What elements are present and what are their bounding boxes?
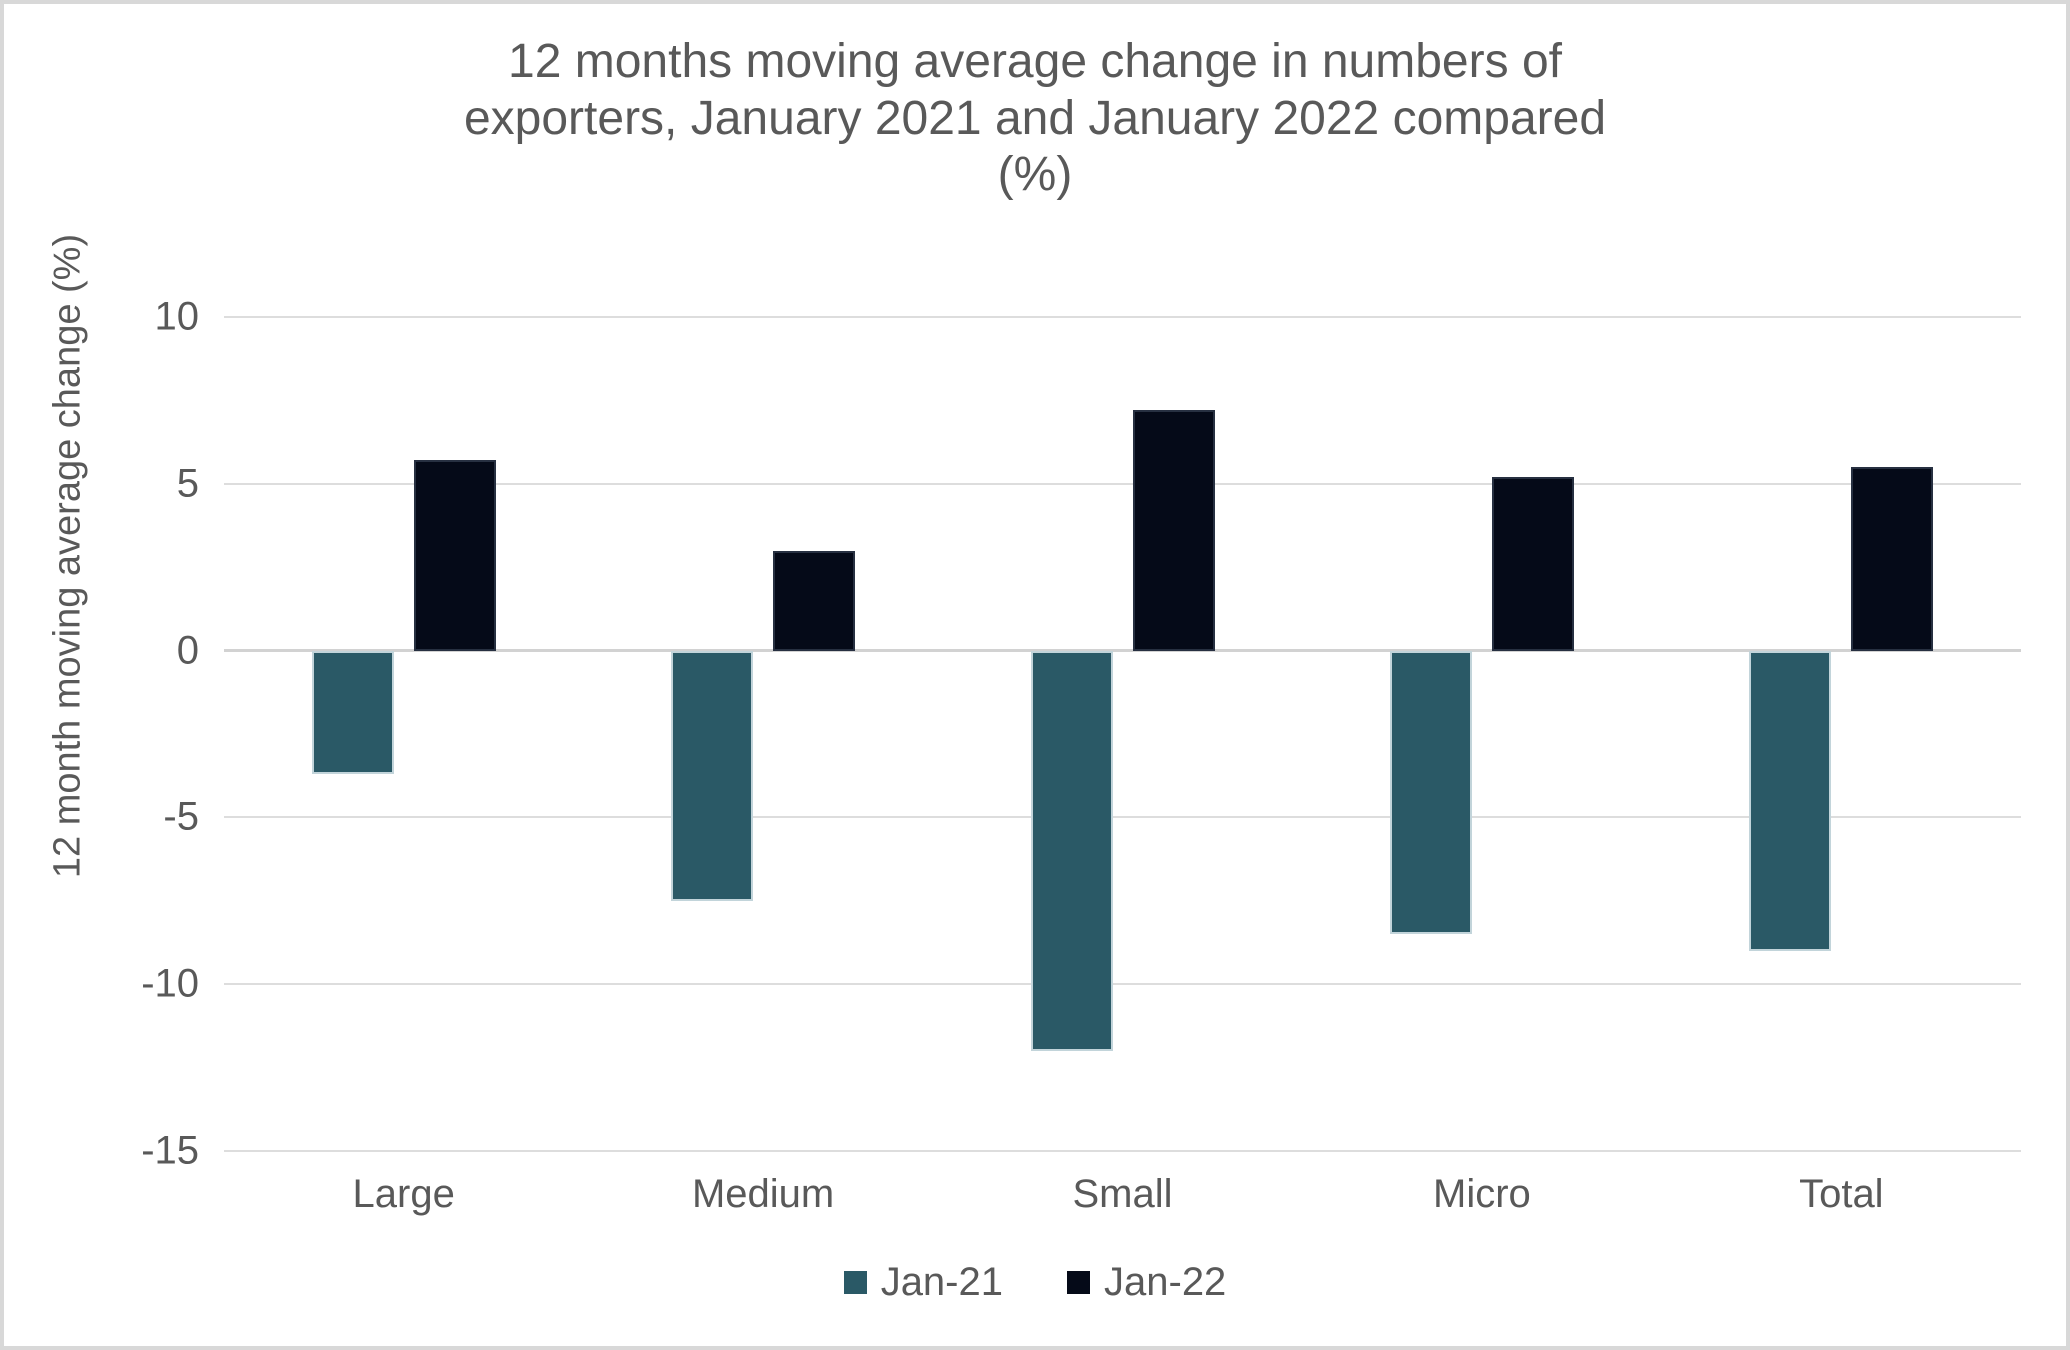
bar-jan-21-micro	[1389, 650, 1472, 935]
bar-jan-21-total	[1749, 650, 1832, 951]
chart-title-line-1: 12 months moving average change in numbe…	[508, 35, 1562, 88]
legend-swatch-jan-21	[843, 1271, 867, 1294]
chart-title: 12 months moving average change in numbe…	[385, 34, 1685, 204]
x-label-large: Large	[352, 1172, 455, 1216]
x-label-micro: Micro	[1433, 1172, 1531, 1216]
bar-jan-22-micro	[1491, 477, 1574, 651]
y-tick-label-0: 0	[176, 628, 199, 673]
bar-jan-22-large	[413, 460, 496, 651]
bar-jan-22-medium	[773, 550, 856, 651]
bar-jan-22-total	[1851, 467, 1934, 651]
legend-swatch-jan-22	[1067, 1271, 1090, 1294]
gridline-y--15	[224, 1150, 2021, 1152]
y-tick-label--5: -5	[163, 794, 199, 839]
gridline-y-5	[224, 482, 2021, 485]
bar-jan-21-large	[311, 650, 394, 775]
bar-jan-21-medium	[671, 650, 754, 901]
x-label-small: Small	[1072, 1172, 1173, 1216]
gridline-y-10	[224, 316, 2021, 318]
y-tick-label--10: -10	[141, 961, 199, 1006]
plot-area	[224, 316, 2021, 1152]
legend-label-jan-21: Jan-21	[880, 1260, 1003, 1304]
gridline-y--10	[224, 983, 2021, 986]
x-axis-category-labels: Large Medium Small Micro Total	[224, 1172, 2021, 1217]
x-label-total: Total	[1799, 1172, 1884, 1216]
bar-jan-22-small	[1132, 410, 1215, 651]
gridline-y-0	[224, 649, 2021, 653]
legend-label-jan-22: Jan-22	[1104, 1260, 1227, 1304]
bar-jan-21-small	[1030, 650, 1113, 1051]
y-tick-label-10: 10	[154, 294, 200, 339]
gridline-y--5	[224, 816, 2021, 819]
y-tick-label--15: -15	[141, 1128, 199, 1173]
legend-item-jan-22: Jan-22	[1067, 1260, 1226, 1305]
legend: Jan-21 Jan-22	[4, 1260, 2066, 1305]
y-tick-label-5: 5	[176, 461, 199, 506]
y-axis-tick-labels: 10 5 0 -5 -10 -15	[4, 295, 199, 1173]
x-label-medium: Medium	[691, 1172, 835, 1216]
chart-title-line-2: exporters, January 2021 and January 2022…	[463, 91, 1607, 145]
chart-title-line-3: (%)	[997, 148, 1073, 202]
legend-item-jan-21: Jan-21	[843, 1260, 1003, 1305]
